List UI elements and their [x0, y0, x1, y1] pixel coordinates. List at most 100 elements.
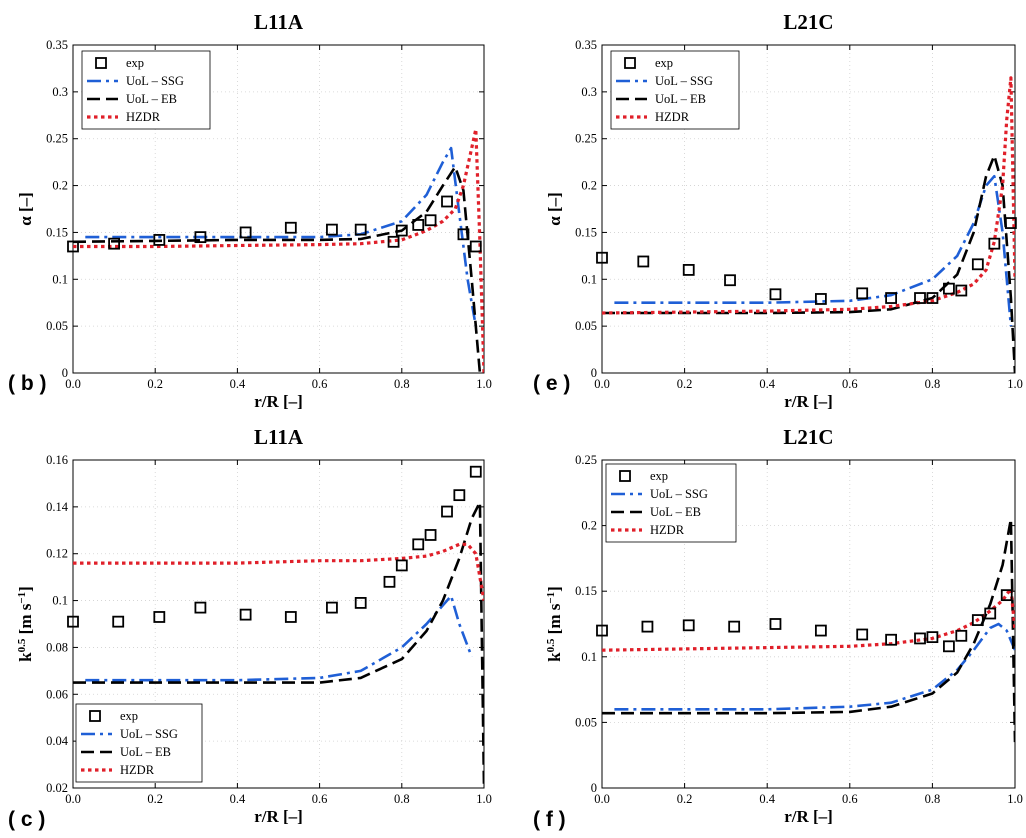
y-tick-label: 0.14 — [46, 500, 69, 514]
exp-point — [856, 628, 869, 641]
legend-label: UoL – EB — [655, 92, 706, 106]
x-tick-label: 0.4 — [230, 792, 246, 806]
y-tick-label: 0.2 — [581, 179, 597, 193]
plot-frame — [72, 44, 485, 374]
plot-frame — [72, 459, 485, 789]
y-axis-label: k0.5 [m s−1] — [16, 586, 35, 662]
chart-title: L11A — [254, 10, 304, 34]
y-axis-label: k0.5 [m s−1] — [545, 586, 564, 662]
exp-point — [441, 505, 453, 518]
panel-b: L11A 0.0 0.2 0.4 0.6 0.8 1.0 0 0.05 0.1 0.15 0.2 0.2… — [8, 10, 492, 411]
series-line-ssg — [85, 146, 478, 327]
y-tick-label: 0.3 — [581, 85, 597, 99]
exp-point — [453, 489, 466, 502]
exp-point — [955, 284, 968, 297]
series-line-ssg — [614, 622, 1015, 711]
y-tick-label: 0.05 — [46, 319, 68, 333]
exp-point — [988, 237, 1001, 250]
x-tick-label: 1.0 — [476, 792, 492, 806]
x-tick-label: 0.6 — [312, 792, 328, 806]
exp-point — [67, 615, 79, 628]
exp-point — [955, 629, 968, 642]
x-tick-label: 0.8 — [394, 377, 410, 391]
exp-point — [641, 620, 654, 633]
legend-marker — [89, 710, 101, 722]
exp-point — [943, 282, 955, 295]
x-tick-label: 0.6 — [842, 792, 858, 806]
series-line-eb — [602, 517, 1015, 743]
y-tick-label: 0.15 — [575, 584, 597, 598]
y-tick-label: 0.3 — [52, 85, 68, 99]
x-tick-label: 0.4 — [759, 377, 775, 391]
y-tick-label: 0.15 — [575, 225, 597, 239]
exp-point — [596, 251, 608, 264]
chart-title: L21C — [783, 10, 833, 34]
legend-label: UoL – SSG — [655, 74, 713, 88]
series-line-hzdr — [602, 586, 1015, 652]
y-tick-label: 0.02 — [46, 781, 68, 795]
exp-point — [728, 620, 741, 633]
panel-e: L21C 0.0 0.2 0.4 0.6 0.8 1.0 0 0.05 0.1 0.15 0.2 0.2… — [533, 10, 1023, 411]
x-axis-label: r/R [–] — [254, 392, 303, 411]
exp-point — [424, 214, 437, 227]
exp-point — [769, 288, 782, 301]
legend-label: exp — [120, 709, 138, 723]
legend-label: HZDR — [655, 110, 690, 124]
panel-label: ( b ) — [8, 372, 46, 395]
legend: exp UoL – SSG UoL – EB HZDR — [605, 463, 737, 543]
y-tick-label: 0.1 — [581, 272, 597, 286]
legend-label: exp — [650, 469, 668, 483]
plot-area — [73, 127, 484, 373]
exp-point — [412, 538, 425, 551]
y-tick-label: 0.06 — [46, 687, 68, 701]
x-axis-label: r/R [–] — [784, 807, 833, 826]
exp-point — [441, 195, 453, 208]
exp-point — [239, 608, 252, 621]
y-tick-label: 0.08 — [46, 640, 68, 654]
legend-label: exp — [655, 56, 673, 70]
chart-title: L21C — [783, 425, 833, 449]
exp-point — [457, 228, 470, 241]
exp-point — [1004, 217, 1017, 229]
y-axis-label: α [–] — [16, 192, 35, 226]
y-tick-label: 0 — [62, 366, 68, 380]
y-tick-label: 0 — [591, 781, 597, 795]
exp-point — [469, 240, 482, 253]
y-tick-label: 0.1 — [52, 594, 68, 608]
exp-point — [284, 221, 297, 234]
panel-label: ( c ) — [8, 808, 45, 831]
y-tick-label: 0.35 — [46, 38, 68, 52]
exp-point — [1000, 589, 1013, 602]
legend-label: HZDR — [650, 523, 685, 537]
legend-label: UoL – EB — [120, 745, 171, 759]
exp-point — [682, 619, 695, 632]
x-tick-label: 0.0 — [65, 792, 81, 806]
legend: exp UoL – SSG UoL – EB HZDR — [610, 50, 740, 130]
exp-point — [814, 624, 827, 637]
series-line-eb — [602, 154, 1015, 373]
x-tick-label: 0.0 — [65, 377, 81, 391]
panel-c: L11A 0.0 0.2 0.4 0.6 0.8 1.0 0.02 0.04 0.06 0.08 0.… — [8, 425, 492, 831]
legend-label: HZDR — [126, 110, 161, 124]
legend-label: HZDR — [120, 763, 155, 777]
y-tick-label: 0.16 — [46, 453, 68, 467]
exp-point — [856, 287, 869, 300]
x-tick-label: 0.8 — [394, 792, 410, 806]
y-tick-label: 0 — [591, 366, 597, 380]
exp-point — [724, 274, 736, 287]
legend-label: UoL – SSG — [120, 727, 178, 741]
panel-f: L21C 0.0 0.2 0.4 0.6 0.8 1.0 0 0.05 0.1 0.15 0.2 0.2… — [533, 425, 1023, 831]
x-tick-label: 0.2 — [677, 377, 693, 391]
x-axis-label: r/R [–] — [254, 807, 303, 826]
plot-area — [602, 517, 1015, 743]
chart-title: L11A — [254, 425, 304, 449]
x-tick-label: 0.8 — [925, 377, 941, 391]
y-tick-label: 0.2 — [52, 179, 68, 193]
x-tick-label: 0.2 — [147, 792, 163, 806]
exp-point — [424, 529, 437, 541]
legend-marker — [95, 57, 107, 69]
exp-point — [112, 615, 125, 628]
plot-area — [73, 500, 484, 788]
x-tick-label: 0.6 — [312, 377, 328, 391]
